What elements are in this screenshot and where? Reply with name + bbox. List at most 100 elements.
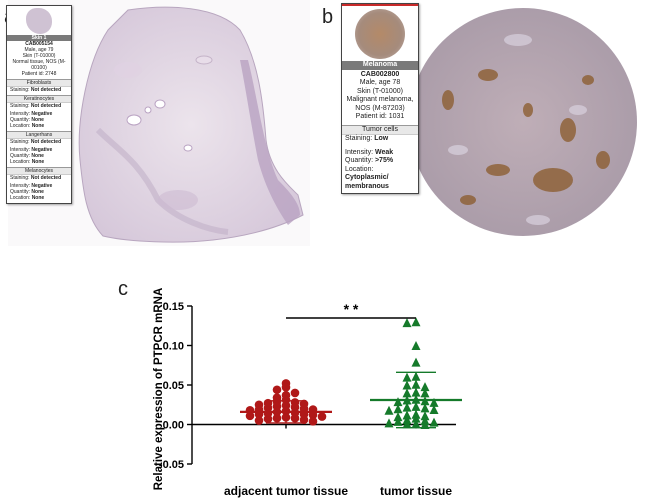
legend-a-row: Staining: Not detected: [7, 87, 71, 93]
legend-a-row: Staining: Not detected: [7, 175, 71, 181]
row-value: Negative: [31, 111, 53, 117]
legend-a-row: Location: None: [7, 159, 71, 165]
data-point: [420, 420, 430, 429]
data-point: [290, 398, 300, 407]
data-point: [281, 379, 291, 388]
data-point: [393, 404, 403, 414]
data-point: [429, 404, 439, 414]
data-point: [281, 413, 291, 422]
legend-b-patient-1: Male, age 78: [359, 79, 401, 86]
data-point: [254, 405, 264, 414]
legend-a-patient-3: Normal tissue, NOS (M-: [12, 59, 66, 65]
data-point: [299, 399, 309, 409]
row-value: Weak: [374, 148, 394, 156]
legend-a-row: Quantity: None: [7, 189, 71, 195]
data-point: [402, 402, 412, 412]
skin-tissue-image: [78, 6, 304, 243]
row-value: >75%: [374, 157, 394, 164]
legend-a-section-keratinocytes: Keratinocytes: [7, 95, 71, 103]
data-point: [393, 397, 403, 407]
row-label: Staining:: [10, 139, 30, 145]
data-point: [290, 413, 300, 423]
data-point: [411, 413, 421, 423]
data-point: [402, 372, 412, 382]
legend-a-antibody: CAB005154: [25, 41, 53, 47]
data-point: [402, 395, 412, 405]
data-point: [281, 383, 291, 392]
legend-b-antibody: CAB002800: [360, 70, 400, 78]
data-point: [420, 396, 430, 406]
data-point: [402, 415, 412, 425]
row-label: Intensity:: [345, 148, 374, 156]
legend-a-row: Location: None: [7, 195, 71, 203]
row-label: Intensity:: [10, 183, 31, 189]
row-label: Location:: [10, 123, 31, 129]
panel-b-legend: Melanoma CAB002800 Male, age 78 Skin (T-…: [341, 3, 419, 194]
row-label: Staining:: [345, 135, 373, 142]
row-value: None: [31, 159, 45, 165]
panel-b-letter: b: [322, 6, 334, 28]
legend-b-row: Quantity: >75%: [342, 157, 418, 166]
data-point: [290, 388, 300, 398]
data-point: [393, 416, 403, 426]
row-label: Quantity:: [10, 117, 31, 123]
data-point: [263, 414, 273, 424]
data-point: [272, 397, 282, 406]
row-label: Location:: [345, 165, 374, 173]
data-point: [299, 404, 309, 414]
row-value: Negative: [31, 183, 53, 189]
data-point: [402, 318, 412, 328]
legend-a-section-langerhans: Langerhans: [7, 131, 71, 139]
row-label: Staining:: [10, 103, 30, 109]
data-point: [420, 403, 430, 413]
data-point: [245, 405, 255, 415]
data-point: [299, 409, 309, 419]
data-point: [281, 390, 291, 400]
data-point: [384, 418, 394, 428]
data-point: [281, 401, 291, 410]
row-value: Low: [374, 135, 389, 142]
data-point: [272, 407, 282, 417]
data-point: [299, 415, 309, 425]
melanoma-tissue-image: [409, 8, 637, 236]
data-point: [254, 416, 264, 425]
legend-a-patient-5: Patient id: 2748: [21, 71, 57, 77]
y-axis-label: Relative expression of PTPCR mRNA: [153, 288, 165, 491]
data-point: [411, 317, 421, 327]
legend-a-row: Staining: Not detected: [7, 103, 71, 109]
row-label: Intensity:: [10, 111, 31, 117]
data-point: [290, 408, 300, 417]
data-point: [263, 403, 273, 413]
data-point: [263, 409, 273, 418]
y-ticks: 0.15 0.10 0.05 0.00 -0.05: [159, 301, 192, 471]
row-value: Not detected: [30, 103, 62, 109]
data-point: [411, 387, 421, 397]
legend-a-section-fibroblasts: Fibroblasts: [7, 79, 71, 87]
row-label: Staining:: [10, 87, 30, 93]
data-point: [245, 411, 255, 421]
data-point: [281, 395, 291, 405]
row-value: None: [31, 123, 45, 129]
data-point: [411, 379, 421, 389]
y-tick-label: -0.05: [159, 459, 184, 471]
y-tick-label: 0.15: [163, 301, 184, 313]
row-value: Not detected: [30, 139, 62, 145]
significance-label: * *: [344, 301, 359, 317]
data-point: [411, 409, 421, 419]
data-point: [411, 341, 421, 350]
row-value: Cytoplasmic/ membranous: [345, 174, 389, 190]
data-point: [420, 416, 430, 426]
data-point: [411, 401, 421, 411]
data-point: [411, 371, 421, 381]
row-value: Not detected: [30, 87, 62, 93]
row-label: Quantity:: [345, 157, 374, 164]
data-point: [272, 393, 282, 402]
legend-a-row: Intensity: Negative: [7, 147, 71, 153]
legend-a-row: Intensity: Negative: [7, 183, 71, 189]
row-value: None: [31, 195, 45, 201]
legend-a-row: Staining: Not detected: [7, 139, 71, 145]
data-point: [272, 385, 282, 395]
data-point: [272, 413, 282, 423]
legend-a-section-melanocytes: Melanocytes: [7, 167, 71, 175]
data-point: [317, 412, 327, 421]
